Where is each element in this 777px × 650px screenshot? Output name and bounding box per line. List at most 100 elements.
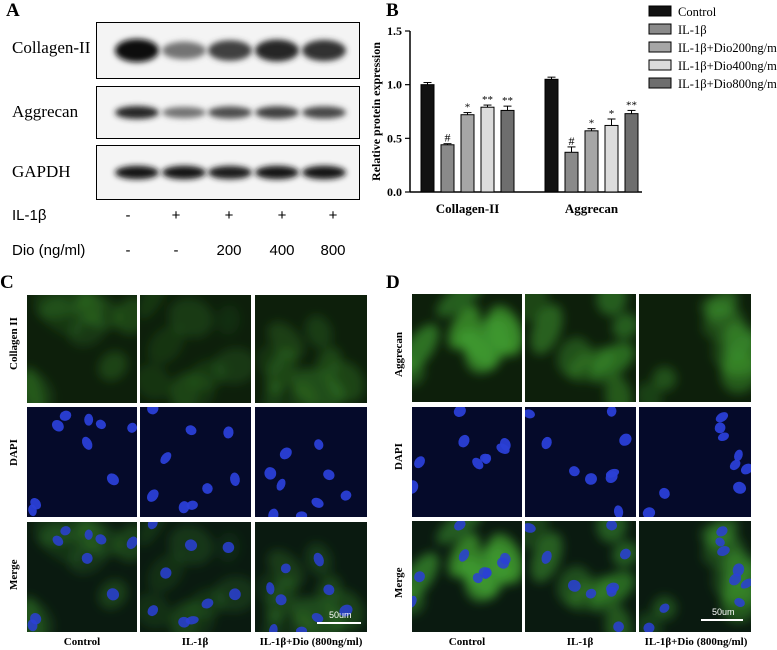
scale-bar-label: 50um — [329, 610, 352, 620]
bar — [584, 130, 599, 193]
micro-image-merge: 50um — [255, 522, 367, 632]
blot-band — [115, 165, 159, 180]
dio-value: - — [125, 242, 131, 259]
panel-d-letter: D — [386, 272, 400, 293]
micro-row-label: Merge — [8, 559, 20, 590]
micro-col-label: Control — [63, 636, 101, 648]
dio-condition-label: Dio (ng/ml) — [12, 242, 86, 259]
y-tick-label: 0.0 — [387, 185, 402, 199]
micro-col-label: Control — [448, 636, 486, 648]
micro-image-green — [27, 295, 137, 403]
blot-strip-collagen — [96, 22, 360, 79]
legend-label: IL-1β+Dio200ng/ml — [678, 41, 777, 55]
il1b-value: + — [224, 207, 234, 224]
blot-band — [115, 38, 159, 63]
legend-label: IL-1β — [678, 23, 707, 37]
micro-row-label: Aggrecan — [393, 331, 405, 377]
micro-col-label: IL-1β — [181, 636, 209, 648]
bar — [500, 109, 515, 193]
category-label: Aggrecan — [565, 201, 619, 216]
category-label: Collagen-II — [436, 201, 500, 216]
blot-row-label: Aggrecan — [12, 102, 79, 121]
blot-strip-gapdh — [96, 145, 360, 200]
blot-row-label: GAPDH — [12, 162, 71, 181]
dio-value: - — [173, 242, 179, 259]
micro-col-label: IL-1β — [566, 636, 594, 648]
panel-a-letter: A — [6, 0, 20, 21]
dio-value: 200 — [216, 242, 242, 259]
bar — [460, 114, 475, 193]
y-axis-label: Relative protein expression — [369, 42, 383, 181]
bar — [544, 78, 559, 193]
bar — [604, 124, 619, 193]
micro-image-green — [525, 294, 636, 402]
legend-label: IL-1β+Dio400ng/ml — [678, 59, 777, 73]
blot-band — [162, 41, 206, 60]
micro-image-green — [639, 294, 751, 402]
blot-band — [255, 165, 299, 180]
micro-row-label: DAPI — [8, 439, 20, 466]
bar — [564, 151, 579, 193]
y-tick-label: 1.5 — [387, 24, 402, 38]
il1b-value: + — [171, 207, 181, 224]
micro-col-label: IL-1β+Dio (800ng/ml) — [259, 636, 363, 648]
micro-row-label: DAPI — [393, 443, 405, 470]
micro-image-dapi — [140, 407, 251, 517]
significance-mark: ** — [502, 95, 513, 107]
blot-band — [302, 165, 346, 180]
significance-mark: * — [609, 108, 615, 120]
bar — [624, 113, 639, 193]
legend-swatch — [648, 5, 672, 17]
panel-c-letter: C — [0, 272, 14, 293]
il1b-value: - — [125, 207, 131, 224]
blot-band — [208, 106, 252, 119]
blot-band — [115, 105, 159, 120]
significance-mark: # — [445, 131, 451, 145]
micro-image-green — [255, 295, 367, 403]
micro-image-merge — [525, 521, 636, 632]
panel-b-letter: B — [386, 0, 399, 21]
il1b-condition-label: IL-1β — [12, 207, 47, 224]
scale-bar-label: 50um — [712, 607, 735, 617]
significance-mark: # — [569, 134, 575, 148]
blot-band — [162, 165, 206, 180]
bar — [420, 84, 435, 193]
y-tick-label: 0.5 — [387, 131, 402, 145]
blot-band — [162, 106, 206, 119]
legend-label: IL-1β+Dio800ng/ml — [678, 77, 777, 91]
significance-mark: ** — [482, 94, 493, 106]
micro-image-merge — [27, 522, 137, 632]
il1b-value: + — [328, 207, 338, 224]
micro-image-dapi — [525, 407, 636, 517]
blot-band — [302, 39, 346, 62]
micro-image-dapi — [27, 407, 137, 517]
scale-bar — [701, 619, 743, 621]
blot-band — [302, 106, 346, 119]
legend-label: Control — [678, 5, 717, 19]
y-tick-label: 1.0 — [387, 78, 402, 92]
bar-chart: 0.0 0.5 1.0 1.5 Relative protein expression #… — [369, 5, 777, 216]
legend-swatch — [648, 59, 672, 71]
micro-image-green — [140, 295, 251, 403]
legend-swatch — [648, 41, 672, 53]
blot-band — [208, 165, 252, 180]
micro-image-dapi — [412, 407, 522, 517]
micro-image-merge — [140, 522, 251, 632]
bar — [440, 144, 455, 193]
significance-mark: ** — [626, 99, 637, 111]
legend-swatch — [648, 77, 672, 89]
scale-bar — [317, 622, 361, 624]
bar — [480, 106, 495, 193]
significance-mark: * — [465, 102, 471, 114]
legend-swatch — [648, 23, 672, 35]
il1b-value: + — [277, 207, 287, 224]
significance-mark: * — [589, 118, 595, 130]
micro-image-dapi — [255, 407, 367, 517]
blot-strip-aggrecan — [96, 86, 360, 139]
blot-row-label: Collagen-II — [12, 38, 91, 57]
dio-value: 400 — [269, 242, 295, 259]
micro-image-green — [412, 294, 522, 402]
micro-image-dapi — [639, 407, 751, 517]
micro-image-merge: 50um — [639, 521, 751, 632]
micro-image-merge — [412, 521, 522, 632]
